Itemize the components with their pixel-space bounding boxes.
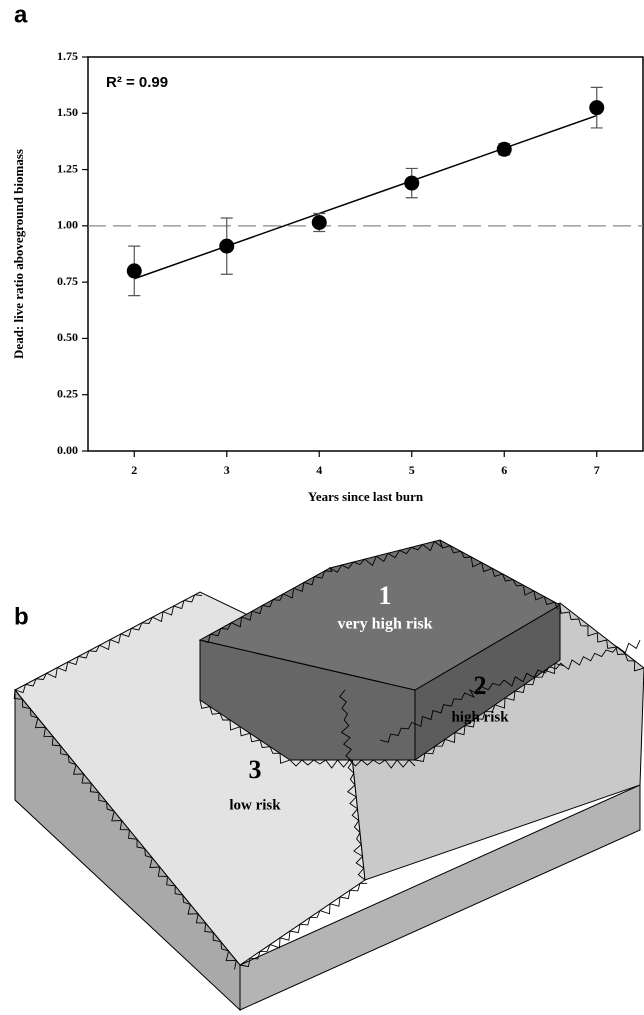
x-tick-label: 3: [224, 463, 230, 477]
zone-risk: very high risk: [337, 616, 432, 633]
data-point: [126, 263, 142, 279]
grass-edge: [14, 594, 202, 694]
y-tick-label: 1.00: [57, 218, 78, 232]
zone-number: 1: [379, 581, 392, 610]
grass-edge: [414, 662, 565, 763]
annotation: R² = 0.99: [106, 74, 168, 91]
panel-label: a: [14, 1, 28, 28]
grass-edge: [13, 689, 237, 970]
block-top: [198, 539, 562, 691]
x-tick-label: 6: [501, 463, 507, 477]
zone-risk: high risk: [451, 709, 509, 725]
grass-edge: [559, 604, 644, 672]
y-axis-label: Dead: live ratio aboveground biomass: [11, 149, 26, 359]
panel-label: b: [14, 603, 29, 630]
x-axis-label: Years since last burn: [308, 489, 424, 504]
y-tick-label: 0.00: [57, 443, 78, 457]
y-tick-label: 1.50: [57, 105, 78, 119]
y-tick-label: 0.50: [57, 330, 78, 344]
grass-edge: [199, 539, 559, 643]
grass-edge: [199, 699, 416, 769]
y-tick-label: 1.25: [57, 161, 78, 175]
grass-edge: [239, 882, 368, 968]
x-tick-label: 7: [594, 463, 600, 477]
y-tick-label: 0.75: [57, 274, 78, 288]
y-tick-label: 0.25: [57, 386, 78, 400]
risk-diagram: 1 very high risk 2 high risk 3 low risk: [13, 539, 644, 1012]
zone-risk: low risk: [229, 797, 281, 813]
data-point: [311, 214, 327, 230]
data-point: [589, 100, 605, 116]
zone-number: 3: [249, 755, 262, 784]
data-point: [219, 238, 235, 254]
fit-line: [134, 114, 597, 280]
zone-number: 2: [474, 671, 487, 700]
x-tick-label: 2: [131, 463, 137, 477]
x-tick-label: 5: [409, 463, 415, 477]
x-tick-label: 4: [316, 463, 322, 477]
data-point: [404, 175, 420, 191]
grass-edge: [339, 689, 366, 881]
slab-right: [239, 784, 641, 1011]
plot-frame: [87, 56, 644, 452]
grass-edge: [379, 639, 641, 743]
y-tick-label: 1.75: [57, 49, 78, 63]
data-point: [496, 141, 512, 157]
